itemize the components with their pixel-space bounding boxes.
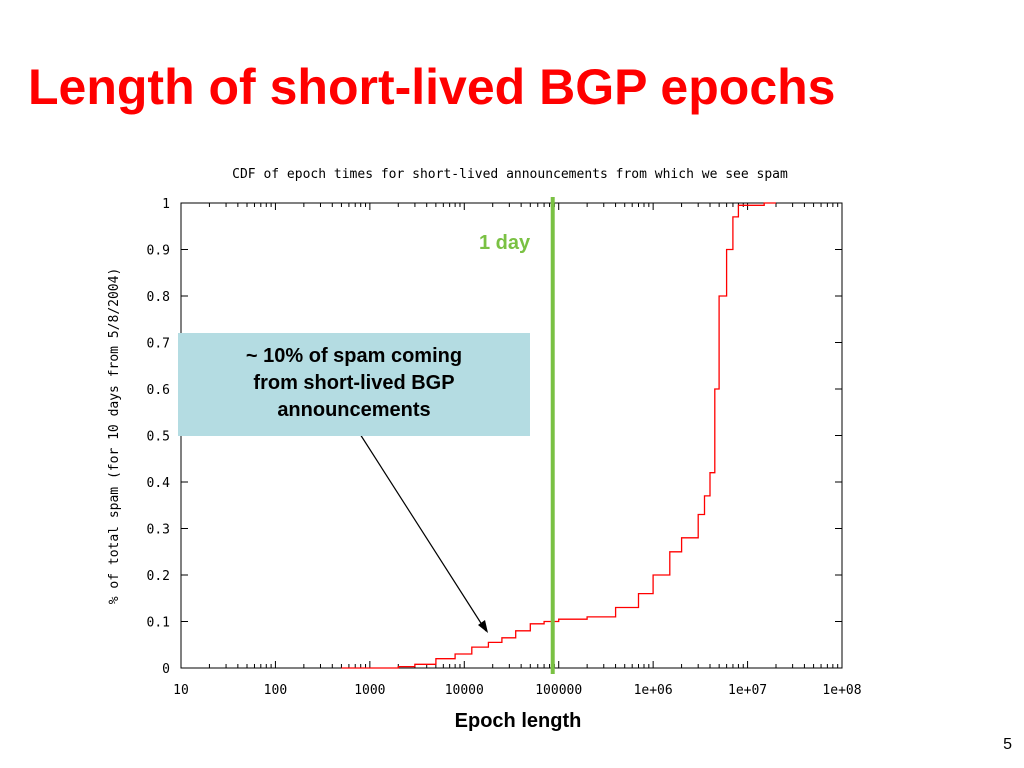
y-tick-label: 0.5 xyxy=(147,430,170,445)
y-tick-label: 0.3 xyxy=(147,523,170,538)
one-day-label: 1 day xyxy=(479,232,531,254)
callout-arrow xyxy=(359,433,487,632)
y-axis-label: % of total spam (for 10 days from 5/8/20… xyxy=(107,268,122,605)
callout-line-1: ~ 10% of spam coming xyxy=(245,345,463,367)
callout-line-3: announcements xyxy=(277,399,431,421)
x-tick-label: 10 xyxy=(173,683,189,698)
x-tick-label: 100 xyxy=(264,683,287,698)
callout-arrow-head xyxy=(478,620,488,633)
y-tick-label: 0 xyxy=(162,662,170,677)
callout-line-2: from short-lived BGP xyxy=(253,372,455,394)
annotation-callout: ~ 10% of spam coming from short-lived BG… xyxy=(178,333,530,436)
y-tick-label: 0.4 xyxy=(147,476,171,491)
slide-title: Length of short-lived BGP epochs xyxy=(28,59,836,115)
x-tick-label: 1000 xyxy=(354,683,385,698)
y-tick-label: 0.9 xyxy=(147,244,170,259)
cdf-series-line xyxy=(341,202,776,669)
y-tick-label: 0.8 xyxy=(147,290,170,305)
x-tick-label: 1e+06 xyxy=(634,683,673,698)
page-number: 5 xyxy=(1003,736,1012,753)
x-tick-label: 1e+07 xyxy=(728,683,767,698)
y-tick-label: 1 xyxy=(162,197,170,212)
x-axis-label: Epoch length xyxy=(454,710,582,732)
x-tick-label: 10000 xyxy=(445,683,484,698)
y-tick-label: 0.2 xyxy=(147,569,170,584)
x-tick-label: 100000 xyxy=(535,683,582,698)
y-tick-label: 0.6 xyxy=(147,383,170,398)
y-tick-label: 0.7 xyxy=(147,337,170,352)
x-tick-label: 1e+08 xyxy=(822,683,861,698)
y-tick-label: 0.1 xyxy=(147,616,170,631)
chart-title: CDF of epoch times for short-lived annou… xyxy=(232,167,788,182)
